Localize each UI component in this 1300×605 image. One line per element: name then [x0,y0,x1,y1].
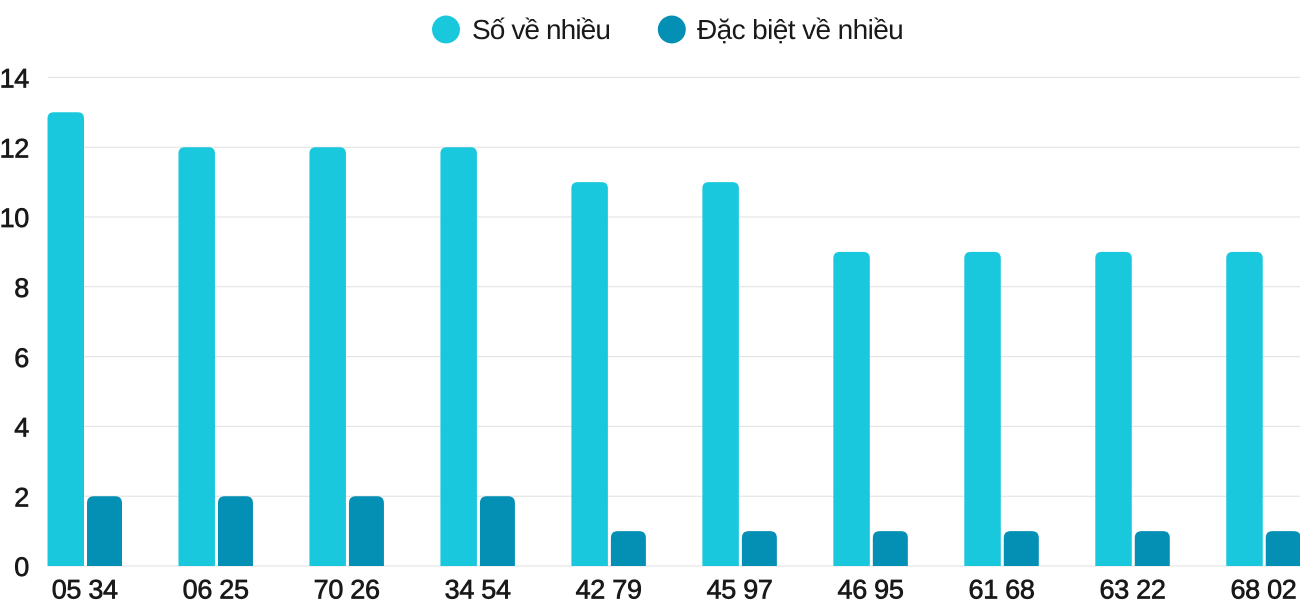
svg-text:45 97: 45 97 [707,575,773,601]
svg-text:46 95: 46 95 [838,575,904,601]
svg-text:70 26: 70 26 [314,575,380,601]
svg-text:14: 14 [0,64,29,94]
svg-text:06 25: 06 25 [183,575,249,601]
svg-text:34 54: 34 54 [445,575,511,601]
svg-text:42 79: 42 79 [576,575,642,601]
svg-text:12: 12 [0,133,29,163]
svg-text:Số về nhiều: Số về nhiều [472,14,610,45]
svg-text:4: 4 [14,413,29,443]
svg-text:63 22: 63 22 [1099,575,1165,601]
svg-text:Đặc biệt về nhiều: Đặc biệt về nhiều [697,14,903,45]
svg-text:2: 2 [14,482,29,512]
svg-text:8: 8 [14,273,29,303]
svg-text:10: 10 [0,203,29,233]
svg-text:61 68: 61 68 [969,575,1035,601]
svg-text:6: 6 [14,343,29,373]
svg-text:05 34: 05 34 [52,575,118,601]
svg-text:68 02: 68 02 [1230,575,1296,601]
svg-text:0: 0 [14,552,29,582]
